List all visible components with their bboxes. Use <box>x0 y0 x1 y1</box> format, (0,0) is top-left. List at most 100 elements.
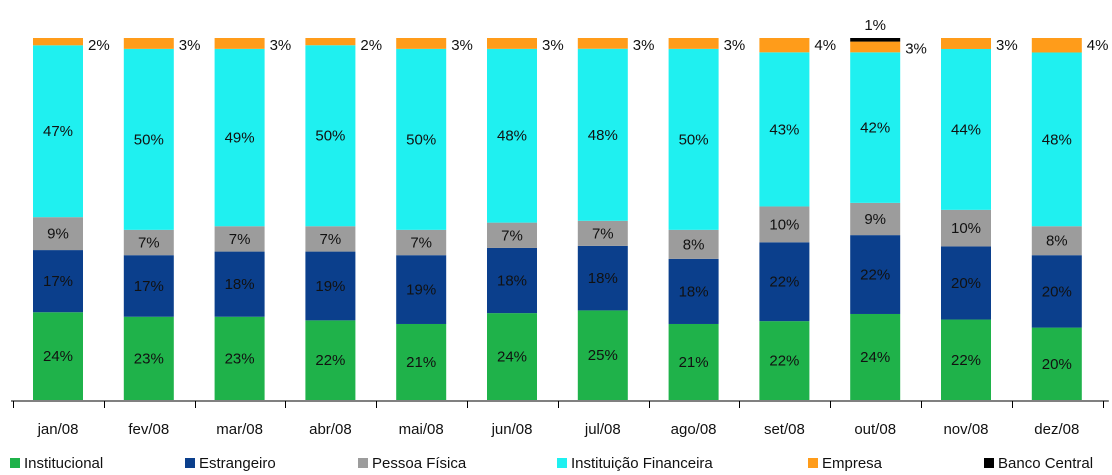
bar-segment <box>487 247 537 314</box>
bar-segment <box>305 45 356 227</box>
legend-item: Banco Central <box>984 455 1093 472</box>
data-label: 24% <box>860 349 890 366</box>
x-tick-label: abr/08 <box>309 421 352 438</box>
bar-segment <box>396 48 447 230</box>
data-label: 18% <box>497 273 527 290</box>
data-label: 3% <box>542 37 564 54</box>
bar-segment <box>33 312 83 400</box>
bar-segment <box>668 323 719 400</box>
bar-segment <box>577 38 628 49</box>
data-label: 10% <box>769 216 799 233</box>
data-label: 19% <box>315 278 345 295</box>
data-label: 20% <box>951 275 981 292</box>
data-label: 20% <box>1042 283 1072 300</box>
data-label: 48% <box>1042 131 1072 148</box>
bar-segment <box>941 319 991 400</box>
legend-label: Institucional <box>24 455 103 472</box>
x-tick-label: jul/08 <box>584 421 621 438</box>
bar-segment <box>214 251 265 317</box>
x-tick-label: jun/08 <box>491 421 533 438</box>
data-label: 21% <box>406 354 436 371</box>
data-label: 21% <box>679 354 709 371</box>
bar-stack-5: 21% 19% 7% 50% 3% <box>396 37 473 400</box>
bar-stack-2: 23% 17% 7% 50% 3% <box>123 37 200 400</box>
data-label: 22% <box>315 352 345 369</box>
data-label: 4% <box>1087 37 1109 54</box>
bar-stack-7: 25% 18% 7% 48% 3% <box>577 37 655 400</box>
bar-segment <box>577 245 628 311</box>
legend-swatch <box>10 458 20 468</box>
bar-stack-4: 22% 19% 7% 50% 2% <box>305 37 382 400</box>
bar-segment <box>123 48 174 230</box>
bar-segment <box>668 229 719 259</box>
data-label: 1% <box>864 17 886 34</box>
legend-label: Empresa <box>822 455 883 472</box>
legend-label: Instituição Financeira <box>571 455 713 472</box>
data-label: 7% <box>229 231 251 248</box>
bar-segment <box>668 258 719 324</box>
legend-swatch <box>185 458 195 468</box>
bar-segment <box>941 38 991 49</box>
legend-swatch <box>984 458 994 468</box>
bar-segment <box>123 255 174 317</box>
bar-segment <box>941 209 991 247</box>
data-label: 7% <box>410 235 432 252</box>
bar-segment <box>850 313 901 400</box>
data-label: 42% <box>860 120 890 137</box>
bar-segment <box>577 310 628 400</box>
bar-segment <box>759 38 810 53</box>
bar-segment <box>850 41 901 53</box>
bar-segment <box>487 313 537 400</box>
bar-segment <box>850 202 901 236</box>
bar-segment <box>396 229 447 256</box>
x-tick-label: set/08 <box>764 421 805 438</box>
data-label: 9% <box>47 226 69 243</box>
data-label: 3% <box>905 41 927 58</box>
legend-label: Estrangeiro <box>199 455 276 472</box>
data-label: 18% <box>588 270 618 287</box>
data-label: 43% <box>769 121 799 138</box>
x-tick-label: ago/08 <box>671 421 717 438</box>
data-label: 7% <box>138 235 160 252</box>
bar-segment <box>759 242 810 322</box>
data-label: 8% <box>683 236 705 253</box>
data-label: 7% <box>592 225 614 242</box>
bar-segment <box>1031 327 1082 400</box>
x-tick-label: nov/08 <box>943 421 988 438</box>
bar-segment <box>850 235 901 314</box>
legend-item: Institucional <box>10 455 103 472</box>
bar-segment <box>33 45 83 218</box>
bar-segment <box>668 38 719 49</box>
data-label: 22% <box>860 267 890 284</box>
bar-segment <box>396 255 447 324</box>
bar-segment <box>1031 255 1082 328</box>
bar-segment <box>487 48 537 223</box>
bar-segment <box>305 251 356 321</box>
bar-segment <box>305 320 356 400</box>
bar-segment <box>214 48 265 227</box>
legend-item: Empresa <box>808 455 883 472</box>
data-label: 3% <box>633 37 655 54</box>
data-label: 7% <box>501 227 523 244</box>
bar-segment <box>577 220 628 246</box>
data-label: 24% <box>43 348 73 365</box>
data-label: 50% <box>679 131 709 148</box>
data-label: 48% <box>497 128 527 145</box>
bar-stack-6: 24% 18% 7% 48% 3% <box>487 37 564 400</box>
data-label: 19% <box>406 282 436 299</box>
bar-segment <box>305 226 356 252</box>
x-tick-label: jan/08 <box>37 421 79 438</box>
data-label: 10% <box>951 220 981 237</box>
x-tick-label: mai/08 <box>399 421 444 438</box>
legend-label: Pessoa Física <box>372 455 467 472</box>
data-label: 50% <box>315 128 345 145</box>
data-label: 18% <box>225 276 255 293</box>
bar-segment <box>850 38 901 42</box>
data-label: 48% <box>588 127 618 144</box>
bar-segment <box>759 52 810 207</box>
data-label: 4% <box>814 37 836 54</box>
bar-segment <box>941 246 991 320</box>
bar-segment <box>759 206 810 243</box>
bar-stack-10: 24% 22% 9% 42% 3% 1% <box>850 17 927 400</box>
legend-swatch <box>808 458 818 468</box>
